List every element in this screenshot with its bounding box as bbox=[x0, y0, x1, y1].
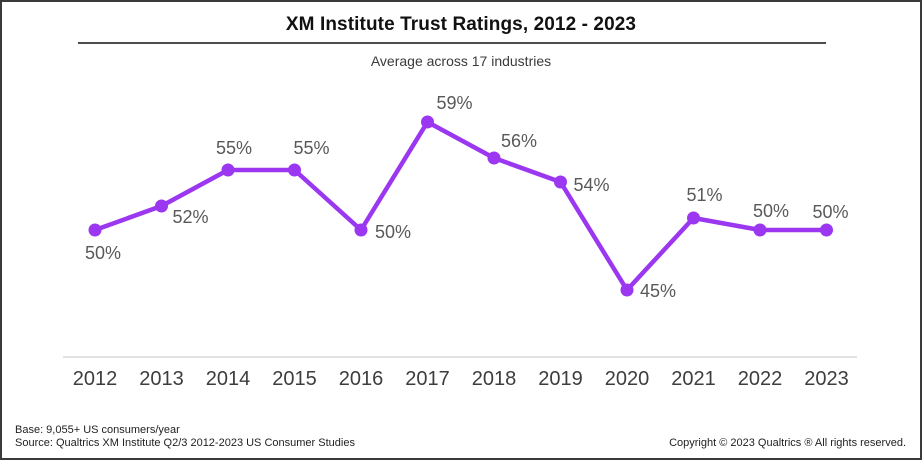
x-tick-label: 2012 bbox=[73, 368, 118, 390]
data-point-label: 52% bbox=[173, 207, 209, 227]
data-point-label: 55% bbox=[293, 138, 329, 158]
data-point bbox=[88, 223, 102, 237]
data-point-label: 54% bbox=[574, 175, 610, 195]
x-tick-label: 2021 bbox=[671, 368, 716, 390]
data-point bbox=[820, 223, 833, 237]
data-point-label: 50% bbox=[753, 201, 789, 221]
data-point bbox=[221, 163, 235, 177]
x-tick-label: 2013 bbox=[139, 368, 184, 390]
data-point bbox=[753, 223, 767, 237]
data-point bbox=[487, 151, 501, 165]
data-point-label: 50% bbox=[85, 243, 121, 263]
x-tick-label: 2016 bbox=[339, 368, 384, 390]
x-tick-label: 2020 bbox=[605, 368, 650, 390]
data-point-label: 51% bbox=[686, 185, 722, 205]
data-point bbox=[288, 163, 301, 177]
data-point-label: 55% bbox=[216, 138, 252, 158]
base-note: Base: 9,055+ US consumers/year bbox=[15, 424, 180, 436]
footer-notes: Base: 9,055+ US consumers/year Source: Q… bbox=[15, 424, 355, 449]
chart-title: XM Institute Trust Ratings, 2012 - 2023 bbox=[285, 14, 637, 35]
data-point bbox=[354, 223, 368, 237]
source-note: Source: Qualtrics XM Institute Q2/3 2012… bbox=[15, 436, 355, 449]
x-tick-label: 2023 bbox=[804, 368, 849, 390]
chart-subtitle: Average across 17 industries bbox=[370, 53, 552, 69]
x-tick-label: 2022 bbox=[738, 368, 783, 390]
data-point bbox=[155, 199, 168, 213]
x-tick-label: 2018 bbox=[472, 368, 517, 390]
x-tick-label: 2014 bbox=[206, 368, 251, 390]
data-point bbox=[554, 175, 567, 189]
data-point-label: 59% bbox=[436, 93, 472, 113]
data-point-label: 50% bbox=[375, 222, 411, 242]
data-point bbox=[421, 115, 434, 129]
data-point-label: 45% bbox=[640, 281, 676, 301]
x-tick-label: 2015 bbox=[272, 368, 317, 390]
data-point bbox=[687, 211, 700, 225]
copyright-note: Copyright © 2023 Qualtrics ® All rights … bbox=[669, 437, 906, 449]
data-point-label: 56% bbox=[501, 131, 537, 151]
trend-line bbox=[92, 119, 829, 293]
x-tick-label: 2017 bbox=[405, 368, 450, 390]
title-divider bbox=[78, 42, 826, 44]
data-point bbox=[620, 283, 634, 297]
data-point-label: 50% bbox=[812, 202, 848, 222]
x-tick-label: 2019 bbox=[538, 368, 583, 390]
